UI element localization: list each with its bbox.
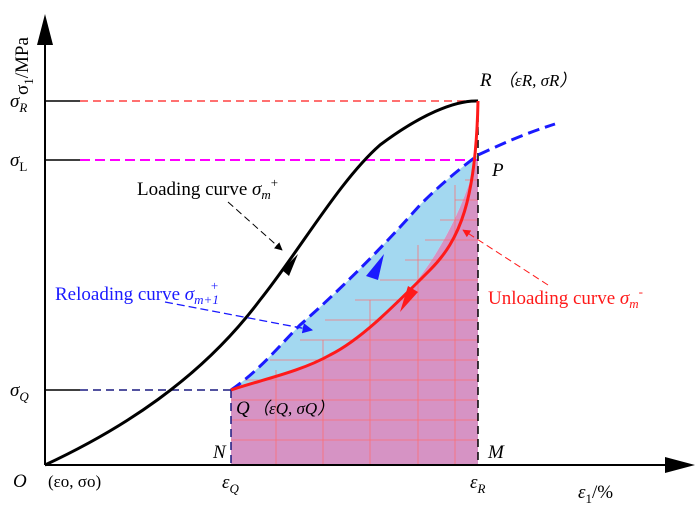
x-axis-arrowhead [665, 457, 695, 473]
blue-region [231, 155, 478, 390]
loading-curve [44, 99, 479, 467]
origin-coords: (εo, σo) [48, 472, 101, 491]
reloading-curve [230, 122, 556, 392]
y-label-symbol: σ [12, 85, 33, 95]
loading-curve-arrow [282, 254, 298, 276]
point-P-label: P [491, 160, 504, 181]
tick-label-sigma-L: σL [10, 150, 27, 174]
pink-region [231, 155, 478, 465]
y-axis-label: σ1/MPa [12, 37, 36, 95]
loading-curve-label: Loading curve σm+ [137, 175, 278, 202]
x-label-unit: /% [592, 482, 613, 503]
point-Q-label: Q [236, 398, 250, 419]
point-M-label: M [487, 442, 505, 463]
point-R-label: R [479, 70, 492, 91]
svg-text:σ1/MPa: σ1/MPa [12, 37, 36, 95]
tick-label-sigma-R: σR [10, 91, 27, 115]
reloading-curve-label: Reloading curve σm+1+ [55, 278, 219, 307]
y-label-sub: 1 [21, 78, 36, 85]
x-label-symbol: ε [578, 482, 586, 503]
point-N-label: N [212, 442, 227, 463]
tick-label-eps-R: εR [470, 472, 486, 496]
unloading-curve-arrow [400, 286, 418, 312]
unloading-curve [230, 100, 480, 392]
tick-label-eps-Q: εQ [222, 472, 240, 496]
reloading-leader [164, 301, 314, 334]
tick-label-sigma-Q: σQ [10, 380, 29, 404]
unloading-curve-label: Unloading curve σm- [488, 284, 643, 311]
x-label-sub: 1 [586, 491, 593, 506]
point-R-coords: （εR, σR） [498, 71, 576, 90]
point-Q-coords: （εQ, σQ） [252, 399, 334, 418]
loading-leader [227, 201, 283, 251]
y-axis-arrowhead [37, 14, 53, 45]
reloading-curve-arrow [366, 254, 384, 280]
y-label-unit: /MPa [12, 37, 33, 79]
unloading-leader [462, 229, 549, 286]
origin-label: O [13, 471, 27, 492]
x-axis-label: ε1/% [578, 482, 613, 506]
